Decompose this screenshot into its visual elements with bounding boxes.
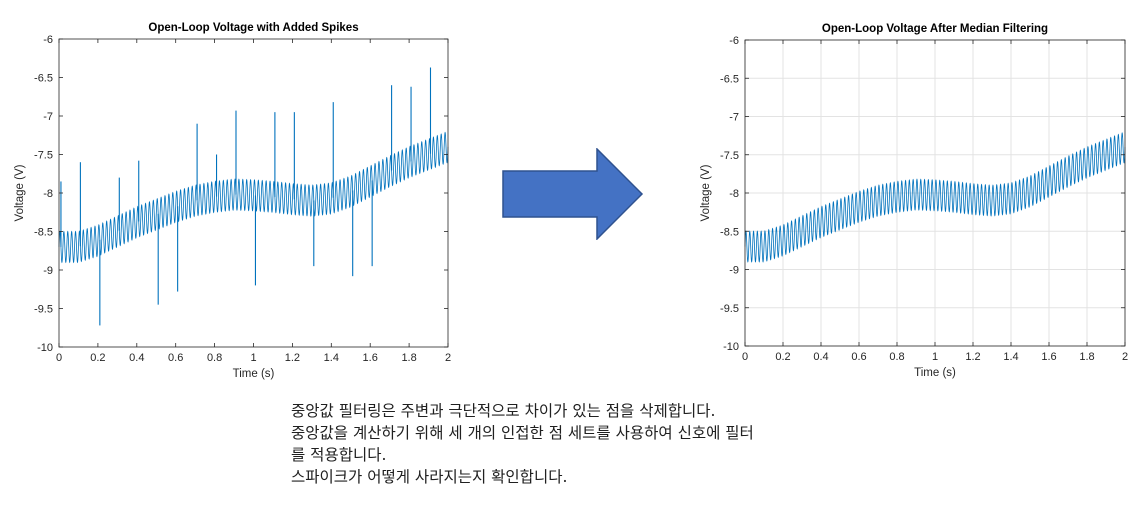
y-tick-label: -9 [729,265,739,277]
x-tick-label: 0.6 [168,352,183,364]
x-tick-label: 1.4 [324,352,339,364]
caption-line-1: 중앙값 필터링은 주변과 극단적으로 차이가 있는 점을 삭제합니다. [291,402,716,420]
chart-title: Open-Loop Voltage After Median Filtering [822,23,1048,35]
x-tick-label: 0.2 [775,351,790,363]
y-tick-label: -8.5 [720,226,739,238]
y-tick-label: -7 [43,111,53,123]
x-tick-label: 1 [250,352,256,364]
y-tick-label: -8 [729,188,739,200]
y-tick-label: -6 [729,35,739,47]
x-tick-label: 1.6 [1041,351,1056,363]
x-tick-label: 1.8 [1079,351,1094,363]
caption-line-4: 스파이크가 어떻게 사라지는지 확인합니다. [291,468,568,486]
filtered-voltage-chart: 0 0.2 0.4 0.6 0.8 1 1.2 1.4 1.6 1.8 2 -6 -6.5 -7 -7.5 -… [700,23,1128,379]
x-tick-label: 0.4 [129,352,144,364]
y-tick-label: -7 [729,112,739,124]
y-tick-label: -7.5 [720,150,739,162]
y-axis-label: Voltage (V) [14,164,26,221]
y-tick-label: -6.5 [720,73,739,85]
voltage-series-line [58,131,449,264]
x-tick-label: 1 [932,351,938,363]
y-tick-label: -10 [723,341,739,353]
caption: 중앙값 필터링은 주변과 극단적으로 차이가 있는 점을 삭제합니다. 중앙값을… [291,400,1031,488]
y-tick-label: -7.5 [34,150,53,162]
y-tick-label: -6.5 [34,73,53,85]
x-tick-label: 0 [742,351,748,363]
x-tick-label: 2 [1122,351,1128,363]
voltage-series-line [744,132,1126,263]
x-tick-label: 1.6 [363,352,378,364]
y-tick-label: -6 [43,34,53,46]
y-tick-label: -8 [43,188,53,200]
y-tick-label: -8.5 [34,227,53,239]
y-tick-label: -9.5 [34,304,53,316]
y-tick-label: -9 [43,265,53,277]
x-tick-label: 2 [445,352,451,364]
x-tick-label: 0.4 [813,351,828,363]
x-tick-label: 0.6 [851,351,866,363]
x-tick-label: 0.8 [207,352,222,364]
y-axis-label: Voltage (V) [700,164,712,221]
x-axis-label: Time (s) [233,368,275,380]
y-tick-label: -10 [37,342,53,354]
x-tick-label: 0.2 [90,352,105,364]
y-tick-label: -9.5 [720,303,739,315]
right-arrow-icon [502,148,644,240]
spiked-voltage-chart: 0 0.2 0.4 0.6 0.8 1 1.2 1.4 1.6 1.8 2 -6 -6.5 -7 -7.5 -… [14,22,451,380]
x-tick-label: 1.8 [401,352,416,364]
x-tick-label: 0.8 [889,351,904,363]
caption-line-2: 중앙값을 계산하기 위해 세 개의 인접한 점 세트를 사용하여 신호에 필터 [291,424,754,442]
x-tick-label: 1.2 [965,351,980,363]
x-tick-label: 1.2 [285,352,300,364]
x-axis-label: Time (s) [914,367,956,379]
chart-title: Open-Loop Voltage with Added Spikes [148,22,358,34]
x-tick-label: 0 [56,352,62,364]
x-tick-label: 1.4 [1003,351,1018,363]
caption-line-3: 를 적용합니다. [291,446,387,464]
